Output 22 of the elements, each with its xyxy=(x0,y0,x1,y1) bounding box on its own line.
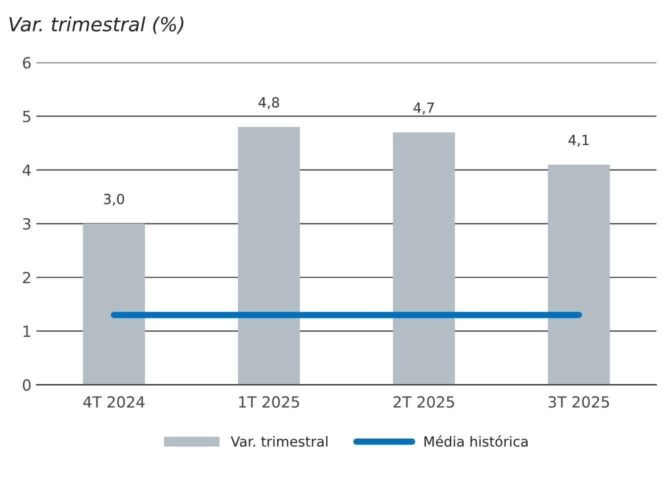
x-tick-label: 4T 2024 xyxy=(83,396,144,408)
chart-title: Var. trimestral (%) xyxy=(9,16,184,34)
x-tick-label: 3T 2025 xyxy=(548,396,609,408)
bar xyxy=(82,224,145,385)
y-tick-label: 3 xyxy=(23,218,30,230)
data-label: 4,1 xyxy=(568,134,589,147)
x-tick-label: 1T 2025 xyxy=(239,396,299,408)
y-tick-label: 2 xyxy=(23,272,30,284)
y-tick-label: 0 xyxy=(22,379,31,391)
x-tick-label: 2T 2025 xyxy=(394,396,454,408)
y-tick-label: 6 xyxy=(22,56,31,69)
bar xyxy=(392,132,455,385)
data-label: 4,8 xyxy=(258,97,280,110)
data-label: 3,0 xyxy=(104,194,124,206)
bar xyxy=(548,164,610,385)
bar xyxy=(238,126,300,385)
data-label: 4,7 xyxy=(414,102,434,114)
y-tick-label: 4 xyxy=(22,164,31,176)
y-tick-label: 1 xyxy=(24,326,30,337)
legend-label: Média histórica xyxy=(424,435,528,447)
y-tick-label: 5 xyxy=(23,110,30,122)
legend-label: Var. trimestral xyxy=(230,436,328,447)
